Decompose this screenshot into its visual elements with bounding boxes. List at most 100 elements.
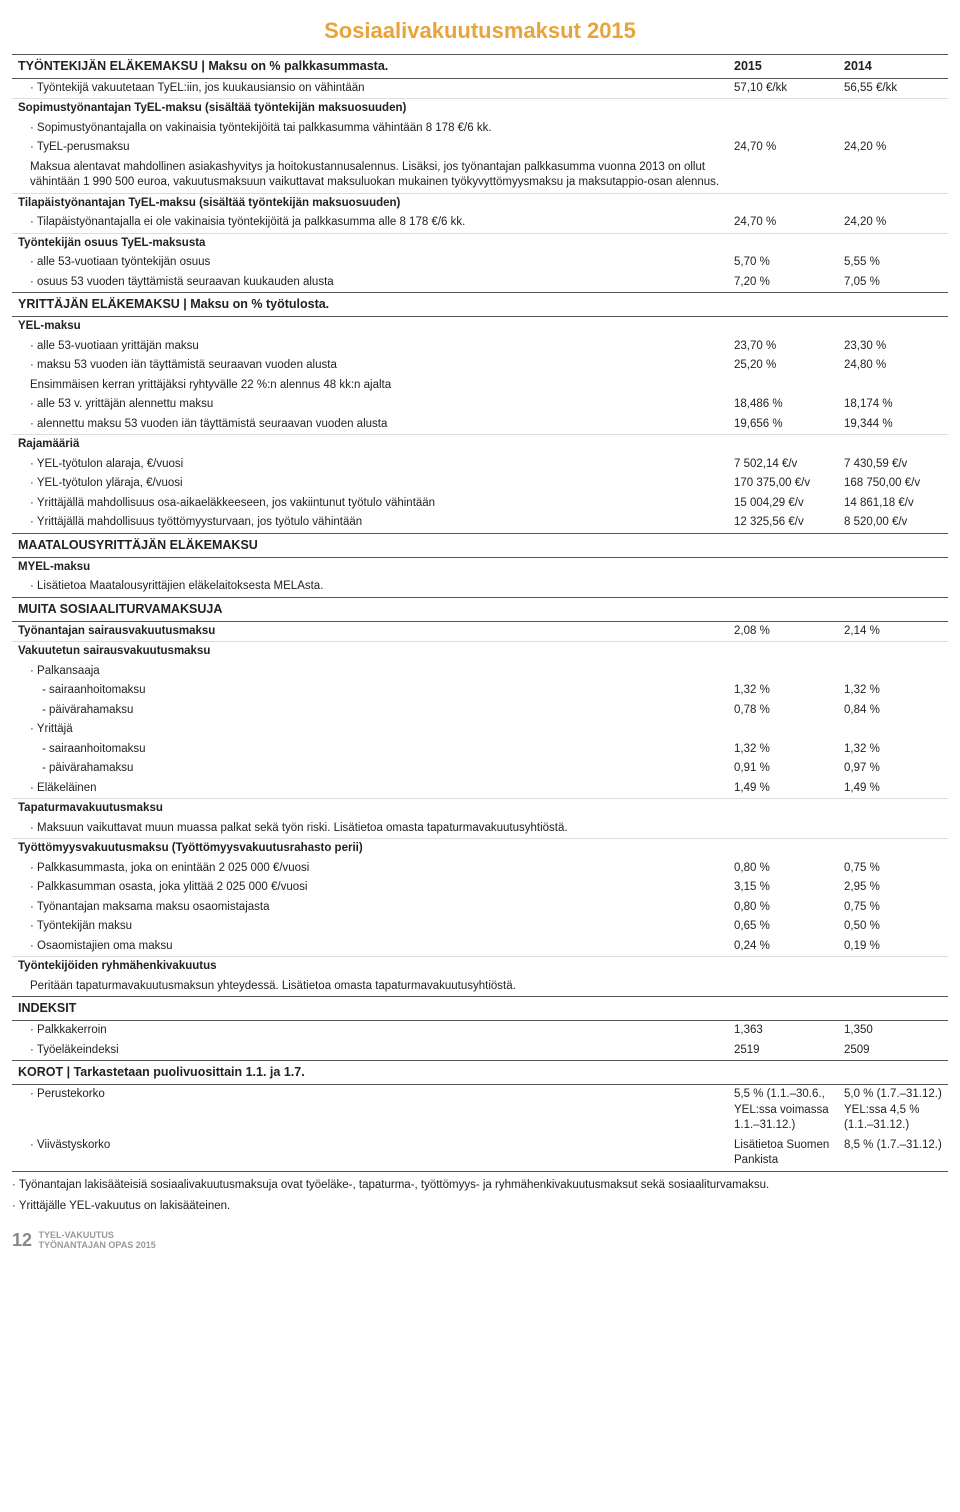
section4-head: MUITA SOSIAALITURVAMAKSUJA	[12, 597, 948, 621]
s2r2-v1: 25,20 %	[728, 356, 838, 376]
s5r2-v2: 2509	[838, 1041, 948, 1061]
page-title: Sosiaalivakuutusmaksut 2015	[12, 16, 948, 46]
sopimus-sub: · Sopimustyönantajalla on vakinaisia työ…	[12, 119, 728, 139]
tapat-head: Tapaturmavakuutusmaksu	[12, 799, 728, 819]
t4-v2: 0,50 %	[838, 917, 948, 937]
footer-line1: TYEL-VAKUUTUS	[39, 1230, 114, 1240]
s6r2-label: · Viivästyskorko	[12, 1136, 728, 1172]
tilap-v2: 24,20 %	[838, 213, 948, 233]
s2r3-v1: 18,486 %	[728, 395, 838, 415]
t1-v1: 0,80 %	[728, 859, 838, 879]
s5r1-v1: 1,363	[728, 1021, 838, 1041]
s2r1-label: · alle 53-vuotiaan yrittäjän maksu	[12, 337, 728, 357]
s2r3-v2: 18,174 %	[838, 395, 948, 415]
s2r8-v2: 8 520,00 €/v	[838, 513, 948, 533]
page-number: 12	[12, 1231, 32, 1251]
osuus1-v1: 5,70 %	[728, 253, 838, 273]
s2r5-label: · YEL-työtulon alaraja, €/vuosi	[12, 455, 728, 475]
osuus-head: Työntekijän osuus TyEL-maksusta	[12, 233, 728, 253]
osuus1-v2: 5,55 %	[838, 253, 948, 273]
sh1-v1: 1,32 %	[728, 681, 838, 701]
osuus2-v2: 7,05 %	[838, 273, 948, 293]
s5r2-label: · Työeläkeindeksi	[12, 1041, 728, 1061]
s2r7-v2: 14 861,18 €/v	[838, 494, 948, 514]
tilap-label: · Tilapäistyönantajalla ei ole vakinaisi…	[12, 213, 728, 233]
s2r6-v1: 170 375,00 €/v	[728, 474, 838, 494]
s5r1-label: · Palkkakerroin	[12, 1021, 728, 1041]
yrit: · Yrittäjä	[12, 720, 728, 740]
footnote-1: · Työnantajan lakisääteisiä sosiaalivaku…	[12, 1178, 948, 1194]
tyott-head: Työttömyysvakuutusmaksu (Työttömyysvakuu…	[12, 839, 728, 859]
s2r3-label: · alle 53 v. yrittäjän alennettu maksu	[12, 395, 728, 415]
tapat-note: · Maksuun vaikuttavat muun muassa palkat…	[12, 819, 948, 839]
sh2-v2: 1,32 %	[838, 740, 948, 760]
elak-label: · Eläkeläinen	[12, 779, 728, 799]
t2-label: · Palkkasumman osasta, joka ylittää 2 02…	[12, 878, 728, 898]
osuus1-label: · alle 53-vuotiaan työntekijän osuus	[12, 253, 728, 273]
vak-head: Vakuutetun sairausvakuutusmaksu	[12, 642, 728, 662]
s2r5-v2: 7 430,59 €/v	[838, 455, 948, 475]
perus-v1: 24,70 %	[728, 138, 838, 158]
row-v1: 57,10 €/kk	[728, 78, 838, 99]
tilap-head: Tilapäistyönantajan TyEL-maksu (sisältää…	[12, 193, 728, 213]
t4-v1: 0,65 %	[728, 917, 838, 937]
s6r2-v2: 8,5 % (1.7.–31.12.)	[838, 1136, 948, 1172]
year-2015: 2015	[728, 54, 838, 78]
s5r2-v1: 2519	[728, 1041, 838, 1061]
year-2014: 2014	[838, 54, 948, 78]
perus-note: Maksua alentavat mahdollinen asiakashyvi…	[12, 158, 728, 194]
elak-v1: 1,49 %	[728, 779, 838, 799]
ryhma-head: Työntekijöiden ryhmähenkivakuutus	[12, 957, 728, 977]
sopimus-head: Sopimustyönantajan TyEL-maksu (sisältää …	[12, 99, 728, 119]
s2r2-label: · maksu 53 vuoden iän täyttämistä seuraa…	[12, 356, 728, 376]
s2r4-v2: 19,344 %	[838, 415, 948, 435]
s2r7-label: · Yrittäjällä mahdollisuus osa-aikaeläkk…	[12, 494, 728, 514]
t5-v1: 0,24 %	[728, 937, 838, 957]
t2-v1: 3,15 %	[728, 878, 838, 898]
s2r4-label: · alennettu maksu 53 vuoden iän täyttämi…	[12, 415, 728, 435]
s6r1-label: · Perustekorko	[12, 1085, 728, 1136]
section3-head: MAATALOUSYRITTÄJÄN ELÄKEMAKSU	[12, 533, 948, 557]
section1-head: TYÖNTEKIJÄN ELÄKEMAKSU | Maksu on % palk…	[12, 54, 728, 78]
section6-head: KOROT | Tarkastetaan puolivuosittain 1.1…	[12, 1061, 948, 1085]
s2r7-v1: 15 004,29 €/v	[728, 494, 838, 514]
t5-label: · Osaomistajien oma maksu	[12, 937, 728, 957]
s6r1-v2: 5,0 % (1.7.–31.12.) YEL:ssa 4,5 % (1.1.–…	[838, 1085, 948, 1136]
t2-v2: 2,95 %	[838, 878, 948, 898]
elak-v2: 1,49 %	[838, 779, 948, 799]
s2r1-v1: 23,70 %	[728, 337, 838, 357]
sv-label: Työnantajan sairausvakuutusmaksu	[12, 621, 728, 642]
sh1-v2: 1,32 %	[838, 681, 948, 701]
palk: · Palkansaaja	[12, 662, 728, 682]
pv2-v2: 0,97 %	[838, 759, 948, 779]
tilap-v1: 24,70 %	[728, 213, 838, 233]
osuus2-label: · osuus 53 vuoden täyttämistä seuraavan …	[12, 273, 728, 293]
s2r5-v1: 7 502,14 €/v	[728, 455, 838, 475]
pv2-v1: 0,91 %	[728, 759, 838, 779]
t4-label: · Työntekijän maksu	[12, 917, 728, 937]
footnote-2: · Yrittäjälle YEL-vakuutus on lakisäätei…	[12, 1199, 948, 1215]
s2-ens: Ensimmäisen kerran yrittäjäksi ryhtyväll…	[12, 376, 728, 396]
perus-label: · TyEL-perusmaksu	[12, 138, 728, 158]
raja-head: Rajamääriä	[12, 435, 728, 455]
sv-v2: 2,14 %	[838, 621, 948, 642]
row-v2: 56,55 €/kk	[838, 78, 948, 99]
t1-label: · Palkkasummasta, joka on enintään 2 025…	[12, 859, 728, 879]
pv1-label: - päivärahamaksu	[12, 701, 728, 721]
s2r4-v1: 19,656 %	[728, 415, 838, 435]
main-table: TYÖNTEKIJÄN ELÄKEMAKSU | Maksu on % palk…	[12, 54, 948, 1172]
s2r6-v2: 168 750,00 €/v	[838, 474, 948, 494]
sh2-label: - sairaanhoitomaksu	[12, 740, 728, 760]
s2r2-v2: 24,80 %	[838, 356, 948, 376]
pv1-v2: 0,84 %	[838, 701, 948, 721]
t5-v2: 0,19 %	[838, 937, 948, 957]
s5r1-v2: 1,350	[838, 1021, 948, 1041]
ryhma-note: Peritään tapaturmavakuutusmaksun yhteyde…	[12, 977, 948, 997]
s2r6-label: · YEL-työtulon yläraja, €/vuosi	[12, 474, 728, 494]
perus-v2: 24,20 %	[838, 138, 948, 158]
s6r2-v1: Lisätietoa Suomen Pankista	[728, 1136, 838, 1172]
s2r8-v1: 12 325,56 €/v	[728, 513, 838, 533]
s6r1-v1: 5,5 % (1.1.–30.6., YEL:ssa voimassa 1.1.…	[728, 1085, 838, 1136]
section2-head: YRITTÄJÄN ELÄKEMAKSU | Maksu on % työtul…	[12, 293, 948, 317]
myel-note: · Lisätietoa Maatalousyrittäjien eläkela…	[12, 577, 728, 597]
